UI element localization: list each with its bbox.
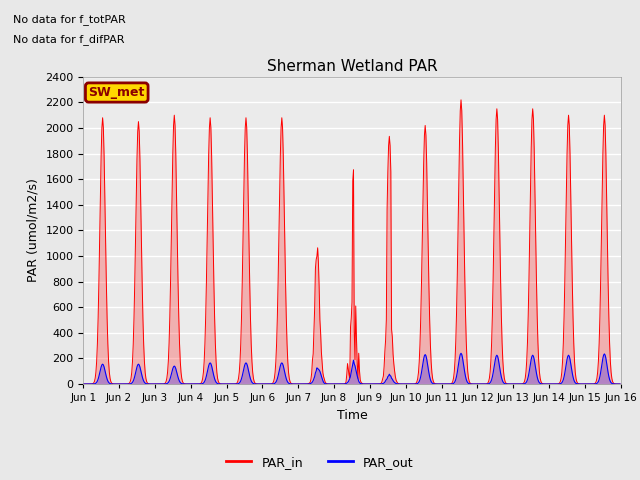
Line: PAR_out: PAR_out: [83, 353, 620, 384]
PAR_in: [199, 375, 207, 381]
PAR_out: [199, 381, 207, 386]
PAR_out: [79, 381, 87, 387]
PAR_out: [227, 381, 235, 387]
PAR_out: [145, 381, 152, 387]
Text: No data for f_totPAR: No data for f_totPAR: [13, 14, 125, 25]
PAR_in: [433, 381, 440, 387]
PAR_out: [433, 381, 440, 387]
X-axis label: Time: Time: [337, 408, 367, 421]
Y-axis label: PAR (umol/m2/s): PAR (umol/m2/s): [27, 179, 40, 282]
PAR_out: [417, 374, 424, 380]
PAR_in: [616, 381, 624, 387]
Legend: PAR_in, PAR_out: PAR_in, PAR_out: [221, 451, 419, 474]
Text: SW_met: SW_met: [88, 86, 145, 99]
PAR_in: [145, 381, 152, 386]
PAR_out: [89, 381, 97, 387]
PAR_in: [79, 381, 87, 387]
Title: Sherman Wetland PAR: Sherman Wetland PAR: [267, 59, 437, 74]
Line: PAR_in: PAR_in: [83, 100, 620, 384]
PAR_out: [457, 350, 465, 356]
PAR_in: [89, 381, 97, 386]
PAR_in: [417, 317, 424, 323]
PAR_in: [227, 381, 235, 387]
PAR_out: [616, 381, 624, 387]
Text: No data for f_difPAR: No data for f_difPAR: [13, 34, 124, 45]
PAR_in: [457, 97, 465, 103]
